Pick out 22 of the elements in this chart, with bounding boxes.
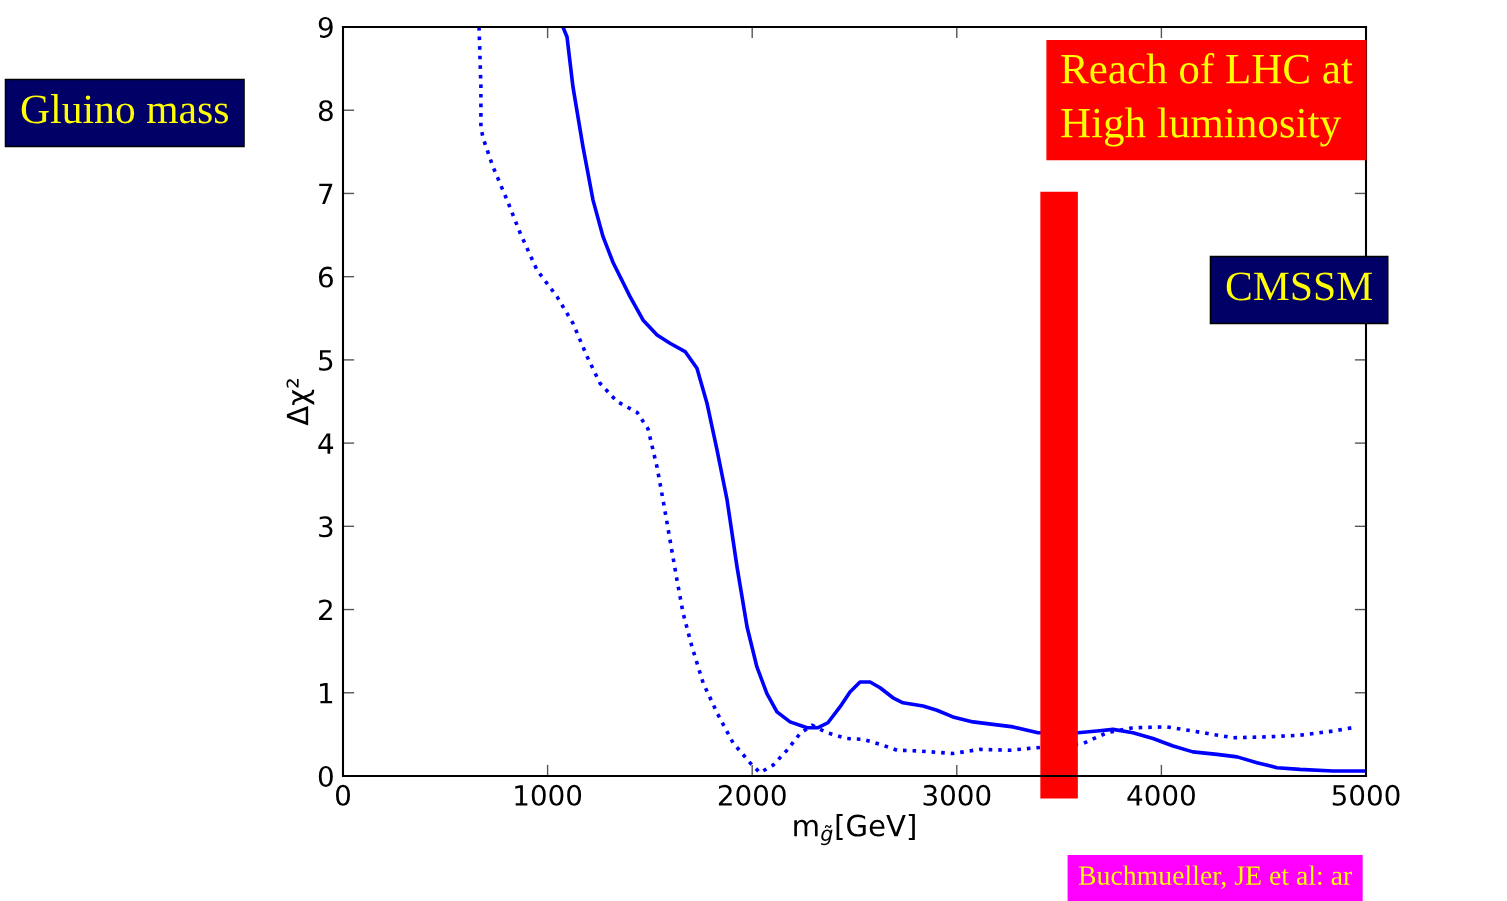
- x-tick-label: 4000: [1127, 784, 1195, 806]
- y-tick-label: 7: [319, 183, 333, 204]
- x-tick-label: 0: [335, 784, 350, 806]
- x-tick-label: 5000: [1332, 784, 1400, 806]
- text: Buchmueller, JE et al: ar: [1078, 865, 1353, 889]
- x-axis-title: m$_{g̃}$[GeV]: [794, 813, 915, 846]
- y-tick-label: 4: [318, 433, 334, 454]
- y-tick-label: 8: [318, 100, 333, 122]
- y-tick-label: 1: [320, 683, 333, 704]
- x-tick-label: 3000: [923, 784, 991, 806]
- y-tick-label: 0: [318, 765, 333, 787]
- ref-line-label: Reach of LHC at High luminosity: [1061, 52, 1353, 147]
- y-tick-label: 2: [319, 599, 332, 621]
- y-tick-label: 6: [318, 266, 333, 288]
- y-tick-label: 5: [319, 350, 333, 371]
- y-axis-title: Δχ²: [286, 379, 315, 426]
- x-tick-label: 2000: [718, 784, 786, 806]
- y-tick-label: 3: [319, 516, 333, 538]
- annotation: CMSSM: [1226, 272, 1373, 301]
- text: Gluino mass: [21, 94, 228, 124]
- x-tick-label: 1000: [515, 784, 582, 806]
- y-tick-label: 9: [318, 16, 333, 38]
